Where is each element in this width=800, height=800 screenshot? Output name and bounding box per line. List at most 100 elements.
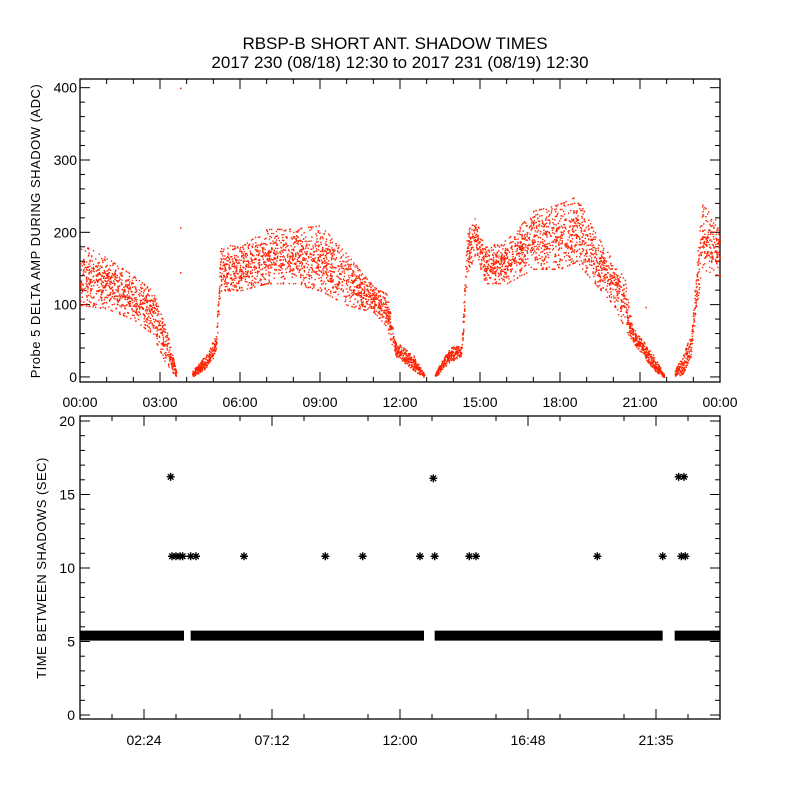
data-point	[103, 299, 105, 301]
data-point	[560, 203, 562, 205]
data-point	[526, 235, 528, 237]
data-point	[87, 288, 89, 290]
data-point	[277, 247, 279, 250]
data-point	[604, 267, 606, 269]
data-point	[268, 273, 270, 275]
data-point	[315, 244, 317, 246]
data-point	[412, 365, 415, 368]
data-point	[467, 270, 470, 272]
data-point	[514, 245, 516, 248]
data-point	[346, 295, 348, 297]
data-point	[154, 327, 156, 329]
data-point	[588, 228, 590, 230]
data-point	[341, 271, 343, 273]
data-point	[507, 250, 509, 252]
data-point	[244, 268, 247, 270]
data-point	[599, 288, 602, 291]
data-point	[516, 262, 518, 264]
data-point	[312, 283, 315, 285]
data-point	[580, 209, 582, 212]
data-point	[260, 264, 263, 266]
data-point	[245, 256, 247, 258]
data-point	[116, 281, 119, 283]
data-point	[585, 242, 587, 244]
data-point	[492, 259, 495, 261]
data-point	[598, 269, 600, 271]
data-point	[573, 211, 575, 213]
data-point	[255, 250, 257, 252]
data-point	[299, 249, 301, 252]
data-point	[83, 258, 85, 261]
data-point	[315, 261, 317, 263]
data-point	[340, 278, 342, 280]
data-point	[243, 272, 245, 274]
data-point	[416, 368, 419, 371]
data-point	[138, 280, 141, 282]
data-point	[126, 287, 128, 289]
data-point	[576, 218, 578, 220]
data-point	[88, 294, 90, 297]
data-point	[233, 275, 236, 277]
data-point	[283, 240, 285, 242]
data-point	[345, 299, 347, 301]
data-point	[511, 245, 513, 247]
data-point	[379, 295, 381, 298]
data-point	[103, 285, 105, 287]
data-point	[84, 250, 86, 252]
data-point	[569, 241, 571, 243]
data-point	[475, 233, 478, 236]
data-point	[374, 287, 376, 289]
data-point	[351, 279, 353, 282]
data-point	[587, 225, 589, 228]
data-point	[222, 258, 225, 260]
data-point	[532, 224, 535, 227]
data-point	[356, 277, 358, 279]
data-point	[527, 248, 529, 250]
data-point	[242, 289, 244, 291]
data-point	[210, 355, 213, 358]
data-point	[298, 229, 300, 231]
x-tick-label: 18:00	[542, 394, 577, 410]
data-point	[451, 350, 454, 352]
data-point	[586, 234, 588, 236]
data-point	[564, 226, 566, 228]
data-point	[221, 248, 223, 250]
data-point	[297, 240, 299, 242]
data-point	[150, 320, 152, 322]
data-point	[469, 251, 471, 254]
data-point	[89, 271, 92, 273]
data-point	[295, 252, 297, 255]
data-point	[322, 282, 324, 285]
data-point	[311, 264, 313, 266]
data-point	[582, 250, 584, 252]
data-point	[396, 352, 398, 354]
data-point	[382, 296, 384, 298]
data-point	[128, 288, 130, 290]
data-point	[469, 257, 471, 259]
data-point	[470, 236, 472, 239]
data-point	[265, 255, 267, 257]
data-point	[248, 244, 251, 246]
data-point	[198, 364, 200, 366]
data-point	[463, 309, 466, 311]
data-point	[244, 271, 247, 273]
data-point	[202, 358, 204, 361]
data-point	[611, 283, 614, 285]
data-point	[550, 235, 552, 237]
data-point	[272, 252, 275, 254]
data-point	[373, 306, 376, 308]
data-point	[317, 263, 320, 266]
data-point	[560, 231, 562, 233]
data-point	[300, 227, 302, 230]
data-point	[369, 294, 371, 297]
data-point	[257, 282, 259, 284]
data-point	[561, 237, 563, 239]
data-point	[114, 263, 116, 265]
data-point	[331, 257, 333, 259]
data-point	[121, 284, 123, 286]
data-point	[251, 259, 253, 261]
data-point	[567, 244, 569, 247]
data-point	[132, 282, 134, 285]
data-point	[110, 260, 113, 262]
data-point	[130, 300, 132, 303]
